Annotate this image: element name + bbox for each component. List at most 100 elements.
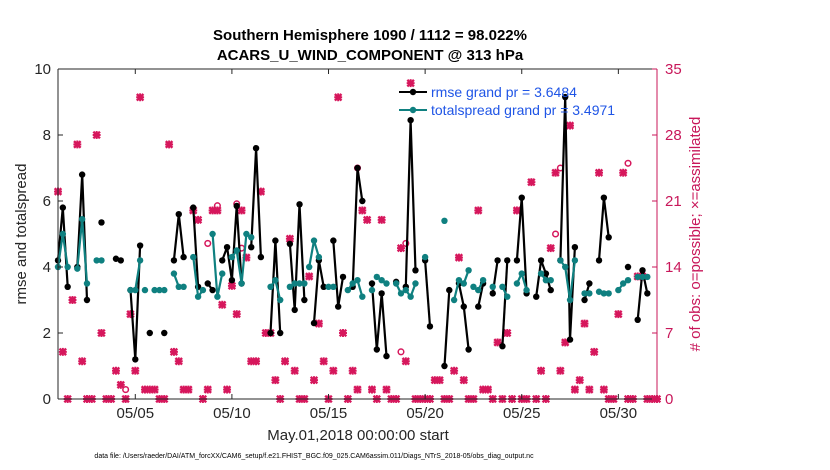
rmse-line (501, 260, 509, 347)
totalspread-point (267, 283, 274, 290)
rmse-point (562, 93, 569, 101)
totalspread-point (407, 293, 414, 300)
totalspread-point (402, 286, 410, 294)
obs-assimilated-marker (116, 380, 125, 390)
rmse-point (494, 257, 501, 264)
totalspread-point (595, 288, 603, 295)
totalspread-point (354, 277, 361, 284)
rmse-point (190, 204, 197, 211)
obs-assimilated-marker (536, 366, 546, 375)
rmse-point (513, 257, 521, 264)
totalspread-point (373, 273, 381, 281)
rmse-line (192, 207, 200, 287)
totalspread-point (305, 263, 313, 271)
obs-assimilated-marker (251, 357, 261, 366)
rmse-point (533, 293, 540, 300)
legend-spread-marker (409, 106, 417, 114)
totalspread-point (83, 280, 91, 287)
rmse-point (209, 286, 216, 294)
totalspread-point (523, 286, 530, 294)
rmse-point (291, 306, 298, 314)
totalspread-point (397, 290, 405, 297)
obs-assimilated-marker (353, 385, 362, 394)
rmse-point (475, 303, 482, 310)
obs-assimilated-marker (483, 385, 493, 394)
totalspread-point (286, 283, 294, 290)
totalspread-point (383, 280, 390, 287)
totalspread-point (368, 286, 376, 294)
totalspread-point (479, 277, 487, 284)
rmse-point (595, 257, 603, 264)
obs-assimilated-marker (222, 385, 232, 394)
totalspread-point (296, 280, 303, 287)
totalspread-point (412, 280, 419, 287)
totalspread-point (470, 283, 477, 290)
obs-assimilated-marker (590, 347, 599, 357)
rmse-point (136, 242, 144, 249)
obs-assimilated-marker (527, 177, 536, 187)
rmse-point (407, 116, 414, 124)
totalspread-point (180, 283, 187, 290)
y-tick-label-left: 0 (43, 391, 51, 408)
obs-assimilated-marker (449, 366, 459, 375)
totalspread-point (325, 283, 332, 290)
legend-rmse-marker (409, 88, 417, 96)
totalspread-point (547, 277, 554, 284)
totalspread-point (600, 290, 608, 297)
totalspread-point (619, 280, 627, 287)
rmse-point (518, 194, 525, 201)
obs-assimilated-marker (309, 375, 319, 385)
rmse-line (370, 283, 388, 357)
rmse-point (161, 329, 168, 337)
obs-assimilated-marker (92, 130, 101, 140)
rmse-point (547, 286, 554, 294)
obs-possible-marker (122, 386, 130, 394)
rmse-line (288, 204, 306, 310)
totalspread-point (228, 253, 236, 261)
rmse-point (566, 336, 574, 343)
rmse-line (559, 97, 576, 340)
rmse-point (359, 197, 366, 205)
totalspread-point (349, 280, 356, 287)
rmse-point (320, 283, 327, 290)
obs-assimilated-marker (334, 93, 343, 102)
rmse-point (59, 204, 67, 211)
rmse-point (571, 244, 579, 251)
rmse-point (132, 356, 139, 363)
obs-possible-marker (402, 239, 410, 247)
obs-assimilated-marker (58, 347, 67, 357)
obs-possible-marker (624, 159, 632, 167)
y-tick-label-left: 8 (43, 127, 51, 144)
totalspread-point (581, 290, 588, 297)
rmse-point (78, 171, 86, 178)
rmse-point (146, 329, 153, 337)
obs-assimilated-marker (271, 375, 280, 385)
rmse-point (228, 277, 236, 284)
obs-assimilated-marker (551, 168, 560, 177)
totalspread-point (310, 237, 318, 244)
totalspread-line (559, 259, 576, 301)
rmse-point (368, 280, 376, 287)
totalspread-point (291, 280, 298, 287)
totalspread-point (634, 273, 641, 281)
totalspread-point (392, 280, 400, 287)
obs-assimilated-marker (580, 319, 589, 328)
rmse-point (175, 211, 182, 218)
y-tick-label-right: 28 (665, 127, 682, 144)
totalspread-point (238, 280, 245, 287)
totalspread-point (639, 273, 646, 281)
totalspread-point (98, 257, 105, 264)
obs-assimilated-marker (503, 328, 512, 338)
y-tick-label-right: 14 (665, 259, 682, 276)
rmse-point (605, 234, 612, 241)
rmse-point (272, 237, 279, 244)
axes: 05/05 05/10 05/15 05/20 05/25 05/30 0 2 4 6 8 10 0 7 1… (34, 61, 681, 422)
obs-assimilated-marker (619, 168, 628, 177)
rmse-point (446, 286, 453, 294)
obs-assimilated-marker (556, 366, 565, 375)
rmse-point (373, 346, 381, 353)
obs-possible-marker (552, 230, 560, 238)
legend-spread-label: totalspread grand pr = 3.4971 (431, 102, 615, 118)
obs-assimilated-marker (227, 281, 237, 291)
